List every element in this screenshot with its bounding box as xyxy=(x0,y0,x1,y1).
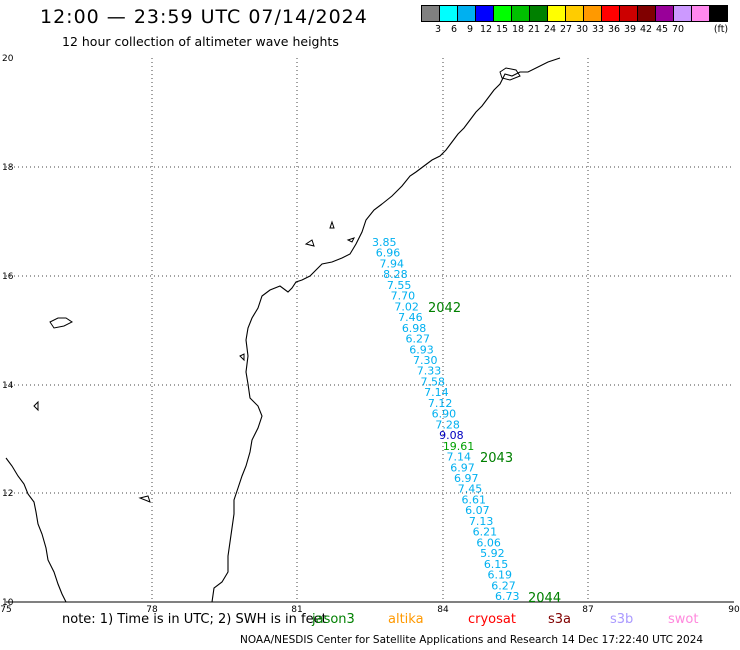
satellite-name: s3b xyxy=(610,612,634,627)
map-title: 12:00 — 23:59 UTC 07/14/2024 xyxy=(40,6,368,28)
track-value-label: 6.97 xyxy=(450,461,475,474)
x-tick-label: 84 xyxy=(437,605,449,615)
track-value-label: 7.70 xyxy=(391,290,416,303)
satellite-track-times: 2042 2043 2044 xyxy=(428,301,561,606)
x-tick-label: 81 xyxy=(291,605,302,615)
track-value-label: 6.21 xyxy=(473,526,498,539)
satellite-name: altika xyxy=(388,612,424,627)
track-value-label: 6.27 xyxy=(491,579,515,592)
legend-label: 70 xyxy=(671,24,685,35)
island-west-1 xyxy=(49,317,73,329)
satellite-name: s3a xyxy=(548,612,572,627)
track-value-label: 6.96 xyxy=(376,247,401,260)
track-value-label: 7.14 xyxy=(424,386,449,399)
track-value-label: 7.30 xyxy=(413,354,438,367)
track-time-label: 2043 xyxy=(480,451,513,466)
track-value-label: 6.15 xyxy=(484,558,509,571)
legend-label: 36 xyxy=(607,24,621,35)
satellite-name: swot xyxy=(668,612,699,627)
track-value-label: 6.97 xyxy=(454,472,479,485)
island-coast-2 xyxy=(329,220,335,229)
legend-label: 45 xyxy=(655,24,669,35)
legend-swatch xyxy=(709,5,728,22)
track-value-label: 7.94 xyxy=(379,257,404,270)
track-time-label: 2042 xyxy=(428,301,461,316)
track-value-label: 6.73 xyxy=(495,590,520,603)
legend-label: 27 xyxy=(559,24,573,35)
track-value-label: 6.61 xyxy=(461,493,486,506)
x-tick-label: 78 xyxy=(146,605,158,615)
legend-label: 18 xyxy=(511,24,525,35)
track-value-label: 6.27 xyxy=(406,333,431,346)
y-tick-label: 18 xyxy=(2,163,14,173)
island-northeast xyxy=(499,67,521,81)
color-legend: 3 6 9 12 15 18 21 24 27 30 33 36 39 42 45 70 (ft) xyxy=(421,5,728,36)
legend-labels: 3 6 9 12 15 18 21 24 27 30 33 36 39 42 45 70 (ft) xyxy=(421,22,728,36)
track-value-label: 7.12 xyxy=(428,397,453,410)
x-tick-label: 87 xyxy=(582,605,593,615)
track-value-label: 7.02 xyxy=(394,300,419,313)
y-tick-label: 10 xyxy=(2,598,14,608)
track-value-label: 7.28 xyxy=(435,418,460,431)
legend-label: 3 xyxy=(434,24,442,35)
legend-label: 24 xyxy=(543,24,557,35)
track-value-label: 6.98 xyxy=(402,322,427,335)
legend-label: 9 xyxy=(466,24,474,35)
track-value-label: 7.55 xyxy=(387,279,412,292)
track-value-label: 7.58 xyxy=(420,375,445,388)
track-value-label: 6.90 xyxy=(432,408,457,421)
legend-label: 21 xyxy=(527,24,541,35)
satellite-name: cryosat xyxy=(468,612,516,627)
map-grid xyxy=(6,58,734,602)
track-value-label: 6.19 xyxy=(488,569,512,582)
track-value-label: 19.61 xyxy=(443,440,475,453)
legend-unit: (ft) xyxy=(713,24,729,35)
y-tick-label: 20 xyxy=(2,54,14,64)
legend-swatches xyxy=(421,5,728,22)
island-coast-3 xyxy=(346,237,355,243)
track-value-label: 7.33 xyxy=(417,365,442,378)
island-west-3 xyxy=(138,495,151,503)
x-tick-label: 90 xyxy=(728,605,740,615)
track-value-label: 6.07 xyxy=(465,504,490,517)
y-tick-label: 14 xyxy=(2,381,14,391)
legend-label: 12 xyxy=(479,24,493,35)
track-value-label: 7.46 xyxy=(398,311,423,324)
track-value-label: 9.08 xyxy=(439,429,464,442)
satellite-name: jason3 xyxy=(312,612,355,627)
footer-credit: NOAA/NESDIS Center for Satellite Applica… xyxy=(240,634,704,646)
footer-note: note: 1) Time is in UTC; 2) SWH is in fe… xyxy=(62,612,327,627)
y-tick-label: 12 xyxy=(2,489,13,499)
track-value-label: 7.14 xyxy=(447,451,472,464)
track-value-label: 6.93 xyxy=(409,343,434,356)
track-value-label: 7.13 xyxy=(469,515,494,528)
satellite-track-values: 3.856.967.948.287.557.707.027.466.986.27… xyxy=(372,236,520,603)
y-tick-label: 16 xyxy=(2,272,14,282)
track-value-label: 8.28 xyxy=(383,268,408,281)
track-value-label: 5.92 xyxy=(480,547,505,560)
island-west-2 xyxy=(33,400,39,412)
track-value-label: 7.45 xyxy=(458,483,483,496)
track-value-label: 3.85 xyxy=(372,236,397,249)
axis-ticks: 75 78 81 84 87 90 20 18 16 14 12 10 xyxy=(0,54,740,615)
x-tick-label: 75 xyxy=(0,605,11,615)
legend-label: 15 xyxy=(495,24,509,35)
legend-label: 39 xyxy=(623,24,637,35)
legend-label: 33 xyxy=(591,24,605,35)
map-subtitle: 12 hour collection of altimeter wave hei… xyxy=(62,34,339,49)
track-value-label: 6.06 xyxy=(476,536,501,549)
legend-label: 30 xyxy=(575,24,589,35)
track-time-label: 2044 xyxy=(528,591,561,606)
legend-label: 6 xyxy=(450,24,458,35)
island-coast-4 xyxy=(239,353,245,362)
coastline-east xyxy=(211,57,561,603)
island-coast-1 xyxy=(304,239,315,247)
legend-label: 42 xyxy=(639,24,653,35)
coastline-west xyxy=(5,457,67,603)
